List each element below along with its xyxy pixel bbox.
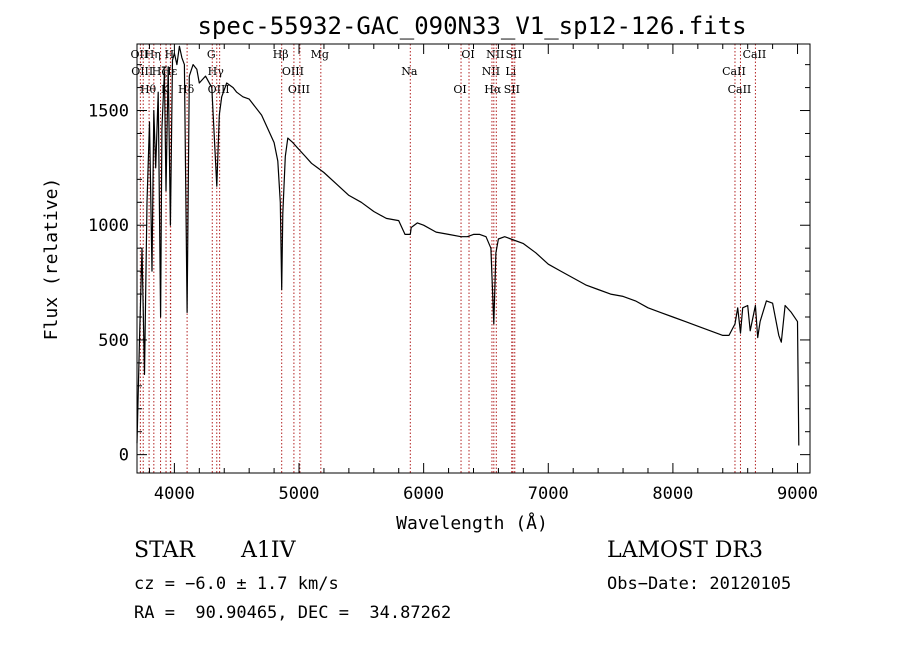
line-marker-label: Hζ bbox=[152, 65, 168, 78]
x-axis-label: Wavelength (Å) bbox=[396, 512, 548, 534]
line-marker-label: Hα bbox=[484, 83, 502, 96]
survey-label: LAMOST DR3 bbox=[607, 538, 763, 563]
object-class: STAR bbox=[134, 538, 195, 563]
x-tick-label: 8000 bbox=[652, 484, 693, 504]
x-tick-label: 5000 bbox=[279, 484, 320, 504]
x-tick-label: 4000 bbox=[154, 484, 195, 504]
line-marker-label: Hθ bbox=[140, 83, 157, 96]
x-tick-label: 9000 bbox=[777, 484, 818, 504]
y-axis: 0 500 1000 1500 bbox=[88, 64, 810, 466]
line-marker-label: OII bbox=[131, 48, 149, 61]
line-marker-label: K bbox=[161, 83, 170, 96]
line-marker-label: Li bbox=[505, 65, 516, 78]
plot-frame bbox=[136, 43, 811, 474]
y-tick-label: 1000 bbox=[88, 216, 129, 236]
line-marker-label: Mg bbox=[311, 48, 329, 61]
series-line bbox=[136, 45, 800, 446]
line-marker-label: CaII bbox=[722, 65, 746, 78]
y-tick-label: 1500 bbox=[88, 102, 129, 122]
line-marker-label: G bbox=[207, 48, 216, 61]
chart-title: spec-55932-GAC_090N33_V1_sp12-126.fits bbox=[197, 12, 746, 40]
object-subclass: A1IV bbox=[241, 538, 296, 563]
line-marker-label: NII bbox=[482, 65, 500, 78]
line-marker-label: OI bbox=[461, 48, 474, 61]
line-marker-label: CaII bbox=[743, 48, 767, 61]
line-marker-label: OIII bbox=[288, 83, 310, 96]
line-marker-label: OIII bbox=[208, 83, 230, 96]
line-marker-label: OI bbox=[453, 83, 466, 96]
line-marker-label: CaII bbox=[728, 83, 752, 96]
obs-date-label: Obs−Date: 20120105 bbox=[607, 574, 792, 594]
y-axis-label: Flux (relative) bbox=[41, 178, 62, 341]
y-tick-label: 500 bbox=[98, 331, 129, 351]
redshift-label: cz = −6.0 ± 1.7 km/s bbox=[134, 574, 339, 594]
line-marker-label: OIII bbox=[282, 65, 304, 78]
line-marker-label: H bbox=[165, 48, 175, 61]
line-marker-label: Hε bbox=[162, 65, 178, 78]
line-marker-label: Hδ bbox=[178, 83, 195, 96]
x-tick-label: 6000 bbox=[403, 484, 444, 504]
y-tick-label: 0 bbox=[119, 446, 129, 466]
series-group bbox=[136, 45, 800, 446]
line-marker-label: OIII bbox=[131, 65, 153, 78]
line-marker-label: SII bbox=[504, 83, 520, 96]
line-marker-label: SII bbox=[506, 48, 522, 61]
line-marker-label: Hβ bbox=[273, 48, 289, 61]
line-marker-label: Na bbox=[401, 65, 418, 78]
coordinates-label: RA = 90.90465, DEC = 34.87262 bbox=[134, 603, 452, 623]
line-marker-label: NII bbox=[486, 48, 504, 61]
x-tick-label: 7000 bbox=[528, 484, 569, 504]
line-marker-label: Hη bbox=[145, 48, 161, 61]
line-marker-label: Hγ bbox=[208, 65, 225, 78]
x-axis: 4000 5000 6000 7000 8000 9000 bbox=[148, 44, 818, 504]
